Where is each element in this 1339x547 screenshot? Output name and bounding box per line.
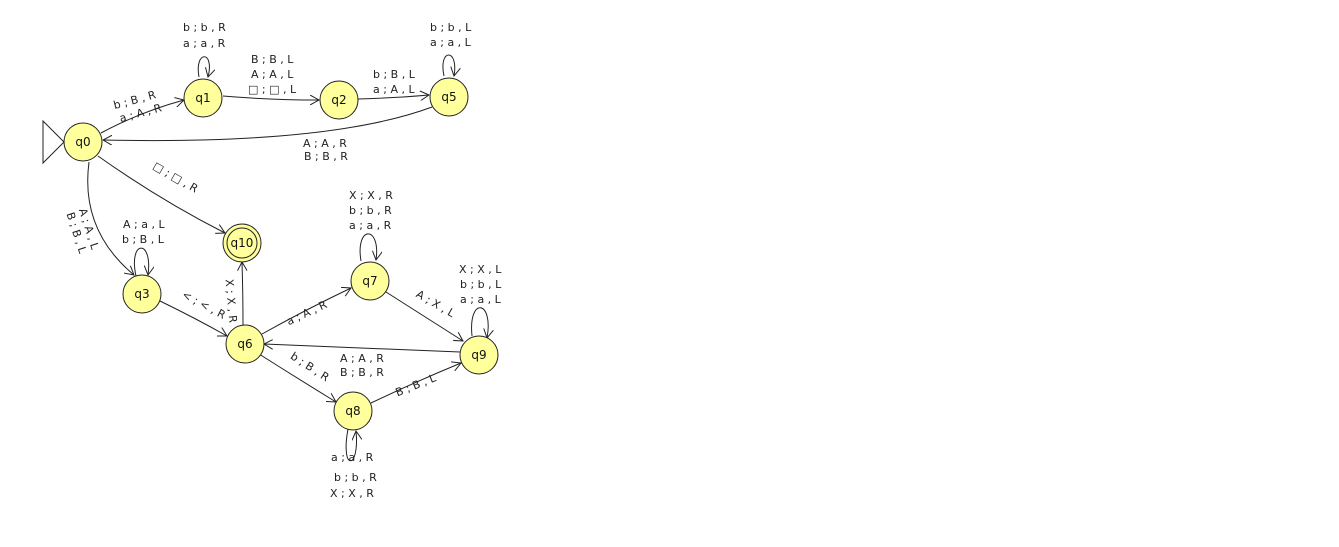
label-q2-q5: b ; B , L a ; A , L: [373, 68, 416, 96]
label-loop-q3: A ; a , L b ; B , L: [122, 218, 165, 246]
edge-q6-q7[interactable]: [261, 288, 351, 335]
state-q0[interactable]: q0: [63, 122, 103, 162]
label-q5-q0: A ; A , R B ; B , R: [303, 137, 348, 163]
svg-text:b ; B , L: b ; B , L: [122, 233, 165, 246]
label-loop-q5: b ; b , L a ; a , L: [430, 21, 472, 49]
edge-q5-q0[interactable]: [103, 106, 433, 141]
svg-text:A ; a , L: A ; a , L: [123, 218, 165, 231]
svg-text:A ; A , L: A ; A , L: [251, 68, 294, 81]
label-q0-q3: A ; A , L B ; B , L: [64, 207, 102, 256]
svg-text:A ; A , R: A ; A , R: [303, 137, 347, 150]
state-q8[interactable]: q8: [333, 391, 373, 431]
svg-text:b ; b , L: b ; b , L: [460, 278, 502, 291]
svg-text:q9: q9: [471, 348, 486, 362]
svg-text:B ; B , L: B ; B , L: [251, 53, 294, 66]
label-q9-q6: A ; A , R B ; B , R: [340, 352, 384, 379]
label-loop-q7: X ; X , R b ; b , R a ; a , R: [349, 189, 393, 232]
edge-q0-q1[interactable]: [100, 100, 184, 134]
edge-q7-q9[interactable]: [385, 291, 463, 341]
svg-text:a ; a , R: a ; a , R: [183, 37, 226, 50]
svg-text:a ; a , R: a ; a , R: [349, 219, 392, 232]
loop-q3[interactable]: [134, 247, 148, 277]
svg-text:b ; b , R: b ; b , R: [183, 21, 226, 34]
label-loop-q9: X ; X , L b ; b , L a ; a , L: [459, 263, 502, 306]
label-q0-q1: b ; B , R a ; A , R: [112, 88, 163, 125]
state-q9[interactable]: q9: [459, 335, 499, 375]
svg-text:q8: q8: [345, 404, 360, 418]
edge-q3-q6[interactable]: [159, 300, 227, 336]
edge-q0-q3[interactable]: [87, 161, 134, 275]
edge-q6-q10[interactable]: [242, 262, 243, 326]
svg-text:a ; a , L: a ; a , L: [430, 36, 472, 49]
loop-q9[interactable]: [471, 307, 489, 338]
svg-text:a ; a , L: a ; a , L: [460, 293, 502, 306]
edge-q9-q6[interactable]: [264, 344, 461, 353]
svg-text:a ; a , R: a ; a , R: [331, 451, 374, 464]
state-q1[interactable]: q1: [183, 78, 223, 118]
label-loop-q8: a ; a , R b ; b , R X ; X , R: [330, 451, 377, 500]
svg-text:A ; X , L: A ; X , L: [414, 288, 458, 321]
edge-q6-q8[interactable]: [258, 353, 336, 402]
svg-text:q10: q10: [231, 236, 254, 250]
final-state-ring: [226, 227, 258, 259]
svg-text:q1: q1: [195, 91, 210, 105]
label-q7-q9: A ; X , L: [414, 288, 458, 321]
label-q6-q10: X ; X , R: [223, 279, 240, 324]
svg-text:b ; b , L: b ; b , L: [430, 21, 472, 34]
svg-text:q2: q2: [331, 93, 346, 107]
svg-text:a ; A , R: a ; A , R: [285, 298, 330, 328]
svg-text:□ ; □ , R: □ ; □ , R: [151, 159, 201, 195]
svg-text:b ; B , L: b ; B , L: [373, 68, 416, 81]
label-q6-q8: b ; B , R: [288, 350, 332, 385]
label-q3-q6: < ; < , R: [180, 288, 228, 322]
loop-q7[interactable]: [359, 233, 377, 262]
label-q6-q7: a ; A , R: [285, 298, 330, 328]
svg-text:q3: q3: [134, 287, 149, 301]
label-q1-q2: B ; B , L A ; A , L □ ; □ , L: [248, 53, 297, 96]
svg-text:A ; A , R: A ; A , R: [340, 352, 384, 365]
loop-q8[interactable]: [345, 428, 356, 461]
edge-q2-q5[interactable]: [357, 95, 429, 99]
svg-text:X ; X , R: X ; X , R: [223, 279, 240, 324]
svg-text:X ; X , R: X ; X , R: [349, 189, 393, 202]
svg-text:X ; X , L: X ; X , L: [459, 263, 502, 276]
edge-q8-q9[interactable]: [370, 363, 461, 404]
svg-text:B ; B , R: B ; B , R: [304, 150, 348, 163]
svg-text:B ; B , L: B ; B , L: [394, 371, 439, 399]
svg-text:q0: q0: [75, 135, 90, 149]
edge-q0-q10[interactable]: [97, 155, 225, 233]
loop-q5[interactable]: [442, 54, 455, 76]
state-q6[interactable]: q6: [225, 324, 265, 364]
svg-text:q5: q5: [441, 90, 456, 104]
svg-text:B ; B , R: B ; B , R: [340, 366, 384, 379]
svg-text:q7: q7: [362, 274, 377, 288]
svg-text:□ ; □ , L: □ ; □ , L: [248, 83, 297, 96]
label-loop-q1: b ; b , R a ; a , R: [183, 21, 226, 50]
loop-q1[interactable]: [197, 56, 209, 77]
svg-text:q6: q6: [237, 337, 252, 351]
initial-state-arrow: [42, 119, 65, 165]
svg-text:b ; b , R: b ; b , R: [349, 204, 392, 217]
svg-text:< ; < , R: < ; < , R: [180, 288, 228, 322]
label-q8-q9: B ; B , L: [394, 371, 439, 399]
svg-text:X ; X , R: X ; X , R: [330, 487, 374, 500]
svg-text:b ; b , R: b ; b , R: [334, 471, 377, 484]
svg-text:a ; A , L: a ; A , L: [373, 83, 415, 96]
state-q2[interactable]: q2: [319, 80, 359, 120]
edge-q1-q2[interactable]: [222, 96, 319, 100]
state-q7[interactable]: q7: [350, 261, 390, 301]
svg-text:b ; B , R: b ; B , R: [288, 350, 332, 385]
state-q3[interactable]: q3: [122, 274, 162, 314]
state-q10[interactable]: q10: [222, 223, 262, 263]
state-q5[interactable]: q5: [429, 77, 469, 117]
label-q0-q10: □ ; □ , R: [151, 159, 201, 195]
